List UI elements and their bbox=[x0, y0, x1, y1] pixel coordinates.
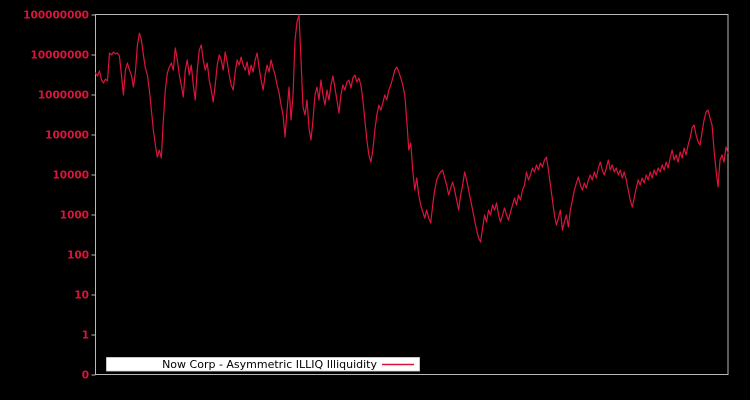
plot-frame bbox=[95, 14, 729, 375]
legend: Now Corp - Asymmetric ILLIQ Illiquidity bbox=[106, 357, 420, 372]
y-tick-label: 100000 bbox=[45, 130, 89, 142]
y-tick-label: 10 bbox=[74, 290, 89, 302]
y-tick-label: 1000 bbox=[60, 210, 89, 222]
y-tick-label: 1000000 bbox=[38, 90, 89, 102]
legend-label: Now Corp - Asymmetric ILLIQ Illiquidity bbox=[162, 358, 377, 371]
y-axis: 1000000001000000010000001000001000010001… bbox=[23, 10, 96, 382]
y-tick-label: 10000000 bbox=[31, 50, 89, 62]
illiquidity-series-line bbox=[94, 14, 729, 243]
y-tick-label: 100000000 bbox=[23, 10, 89, 22]
y-tick-label: 1 bbox=[82, 330, 89, 342]
y-tick-label: 100 bbox=[67, 250, 89, 262]
y-tick-label: 0 bbox=[82, 370, 89, 382]
legend-box bbox=[106, 357, 420, 372]
y-tick-label: 10000 bbox=[52, 170, 89, 182]
